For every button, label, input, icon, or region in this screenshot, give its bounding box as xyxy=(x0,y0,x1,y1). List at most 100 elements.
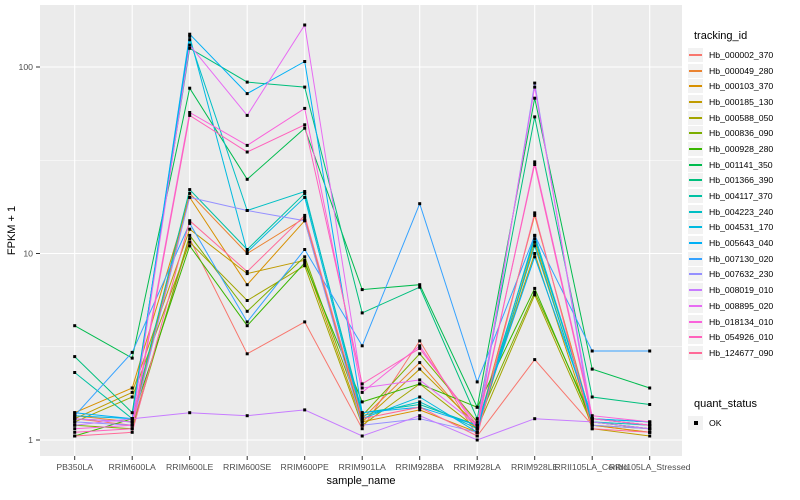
data-point xyxy=(360,390,364,394)
x-tick-label: RRIM901LA xyxy=(339,462,387,472)
data-point xyxy=(590,427,594,431)
data-point xyxy=(188,111,192,114)
legend-item-Hb_000588_050: Hb_000588_050 xyxy=(688,110,798,126)
legend-label: Hb_007632_230 xyxy=(709,269,774,280)
data-point xyxy=(303,106,307,110)
data-point xyxy=(245,309,249,313)
x-tick-label: RRIM928LE xyxy=(511,462,559,472)
data-point xyxy=(130,390,134,394)
legend-item-Hb_004223_240: Hb_004223_240 xyxy=(688,204,798,220)
data-point xyxy=(648,349,652,353)
data-point xyxy=(418,395,422,399)
legend-item-Hb_000103_370: Hb_000103_370 xyxy=(688,78,798,94)
quant-legend-item: OK xyxy=(688,415,798,431)
data-point xyxy=(188,113,192,117)
tracking-id-legend: tracking_id Hb_000002_370 Hb_000049_280 Hb… xyxy=(688,30,798,361)
legend-item-Hb_004117_370: Hb_004117_370 xyxy=(688,188,798,204)
legend-label: Hb_004117_370 xyxy=(709,191,773,202)
data-point xyxy=(130,427,134,431)
data-point xyxy=(648,430,652,434)
data-point xyxy=(533,252,537,255)
y-tick-label: 10 xyxy=(23,249,33,259)
data-point xyxy=(73,324,77,328)
x-tick-label: RRIM600LE xyxy=(166,462,214,472)
legend-line-swatch-icon xyxy=(689,85,702,88)
data-point xyxy=(245,92,249,96)
legend-line-swatch-icon xyxy=(689,273,702,276)
legend-item-Hb_054926_010: Hb_054926_010 xyxy=(688,329,798,345)
legend-key xyxy=(688,173,703,188)
legend-item-Hb_000185_130: Hb_000185_130 xyxy=(688,94,798,110)
data-point xyxy=(475,427,479,431)
data-point xyxy=(303,219,307,223)
data-point xyxy=(130,417,134,421)
data-point xyxy=(303,408,307,412)
data-point xyxy=(360,344,364,348)
data-point xyxy=(418,405,422,409)
data-point xyxy=(648,386,652,390)
data-point xyxy=(418,283,422,287)
data-point xyxy=(360,427,364,431)
data-point xyxy=(418,361,422,365)
x-tick-label: RRIM928LA xyxy=(454,462,502,472)
data-point xyxy=(245,320,249,324)
data-point xyxy=(418,403,422,406)
quant-legend-label: OK xyxy=(709,417,722,428)
legend-key xyxy=(688,157,703,172)
data-point xyxy=(533,240,537,244)
legend-item-Hb_000002_370: Hb_000002_370 xyxy=(688,47,798,63)
data-point xyxy=(360,288,364,292)
legend-label: Hb_004531_170 xyxy=(709,222,774,233)
data-point xyxy=(245,143,249,147)
quant-legend-title: quant_status xyxy=(694,398,757,410)
legend-item-Hb_000928_280: Hb_000928_280 xyxy=(688,141,798,157)
data-point xyxy=(188,244,192,248)
data-point xyxy=(533,237,537,241)
data-point xyxy=(245,283,249,287)
data-point xyxy=(533,85,537,89)
data-point xyxy=(73,417,77,421)
legend-label: Hb_000103_370 xyxy=(709,81,774,92)
data-point xyxy=(130,411,134,415)
data-point xyxy=(533,81,537,85)
data-point xyxy=(188,233,192,237)
data-point xyxy=(475,434,479,438)
legend-line-swatch-icon xyxy=(689,69,702,72)
data-point xyxy=(360,311,364,315)
data-point xyxy=(533,213,537,217)
data-point xyxy=(188,34,192,38)
legend-key xyxy=(688,141,703,156)
data-point xyxy=(418,352,422,356)
legend-label: Hb_000836_090 xyxy=(709,128,774,139)
data-point xyxy=(360,400,364,404)
data-point xyxy=(590,417,594,421)
data-point xyxy=(360,417,364,421)
legend-title: tracking_id xyxy=(694,30,748,42)
data-point xyxy=(360,420,364,424)
data-point xyxy=(188,411,192,415)
data-point xyxy=(648,423,652,427)
data-point xyxy=(303,23,307,27)
legend-key xyxy=(688,189,703,204)
data-point xyxy=(130,350,134,354)
data-point xyxy=(245,252,249,255)
data-point xyxy=(130,420,134,424)
legend-key xyxy=(688,126,703,141)
legend-line-swatch-icon xyxy=(689,132,702,135)
data-point xyxy=(533,244,537,248)
data-point xyxy=(188,221,192,225)
legend-rows: Hb_000002_370 Hb_000049_280 Hb_000103_370 H… xyxy=(688,47,798,361)
legend-label: Hb_054926_010 xyxy=(709,332,774,343)
data-point xyxy=(418,339,422,343)
data-point xyxy=(533,115,537,119)
x-tick-label: RRIM600SE xyxy=(223,462,271,472)
legend-label: Hb_124677_090 xyxy=(709,347,774,358)
data-point xyxy=(533,233,537,237)
data-point xyxy=(590,420,594,424)
data-point xyxy=(188,46,192,50)
data-point xyxy=(360,386,364,390)
quant-legend-key xyxy=(688,415,703,430)
legend-line-swatch-icon xyxy=(689,320,702,323)
x-tick-label: RRIM928BA xyxy=(396,462,444,472)
